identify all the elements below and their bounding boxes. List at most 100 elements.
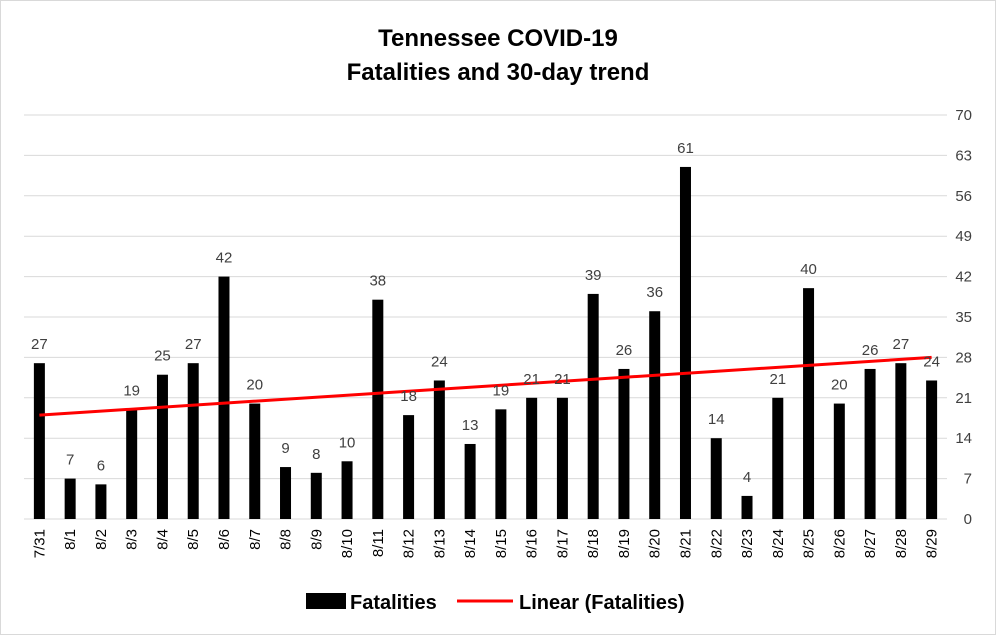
x-tick-label: 8/4 xyxy=(154,529,171,550)
data-label: 39 xyxy=(585,267,602,284)
y-tick-label: 14 xyxy=(955,430,972,447)
x-tick-label: 8/21 xyxy=(677,529,694,558)
x-tick-label: 8/15 xyxy=(493,529,510,558)
data-label: 21 xyxy=(523,371,540,388)
x-tick-label: 8/13 xyxy=(431,529,448,558)
x-tick-label: 8/17 xyxy=(554,529,571,558)
data-label: 26 xyxy=(616,342,633,359)
x-tick-label: 8/20 xyxy=(647,529,664,558)
bar xyxy=(280,467,292,519)
bar xyxy=(95,484,107,519)
data-label: 42 xyxy=(216,250,233,267)
data-label: 14 xyxy=(708,411,725,428)
data-label: 8 xyxy=(312,446,320,463)
data-label: 20 xyxy=(246,377,263,394)
bar xyxy=(803,288,815,519)
x-tick-label: 8/3 xyxy=(124,529,141,550)
bar xyxy=(864,368,876,519)
bar xyxy=(526,397,538,519)
bar xyxy=(126,409,138,519)
bar xyxy=(341,461,353,519)
x-tick-label: 8/23 xyxy=(739,529,756,558)
x-tick-label: 8/8 xyxy=(278,529,295,550)
data-label: 20 xyxy=(831,377,848,394)
x-tick-label: 8/12 xyxy=(401,529,418,558)
bar xyxy=(187,363,199,519)
x-tick-label: 8/18 xyxy=(585,529,602,558)
x-tick-label: 8/22 xyxy=(708,529,725,558)
x-tick-label: 8/11 xyxy=(370,529,387,557)
legend-label-fatalities: Fatalities xyxy=(350,592,437,614)
bar xyxy=(772,397,784,519)
x-tick-label: 8/29 xyxy=(924,529,941,558)
data-label: 4 xyxy=(743,469,751,486)
bar xyxy=(895,363,907,519)
bar xyxy=(587,293,599,519)
bar xyxy=(710,438,722,519)
y-tick-label: 49 xyxy=(955,228,972,245)
y-axis-ticks: 0 7 14 21 28 35 42 49 56 63 70 xyxy=(955,107,972,528)
bar xyxy=(833,403,845,519)
data-label: 24 xyxy=(431,353,448,370)
bar xyxy=(926,380,938,519)
data-label: 24 xyxy=(923,353,940,370)
y-tick-label: 63 xyxy=(955,147,972,164)
x-tick-label: 8/16 xyxy=(524,529,541,558)
x-tick-label: 8/14 xyxy=(462,529,479,558)
x-tick-label: 8/28 xyxy=(893,529,910,558)
data-label: 26 xyxy=(862,342,879,359)
data-label: 27 xyxy=(185,336,202,353)
x-axis-ticks: 7/31 8/1 8/2 8/3 8/4 8/5 8/6 8/7 8/8 8/9 8/10 8/11 8… xyxy=(31,529,940,558)
bar xyxy=(679,166,691,519)
data-label: 18 xyxy=(400,388,417,405)
trendline-layer xyxy=(39,355,932,417)
data-label: 19 xyxy=(123,382,140,399)
y-tick-label: 56 xyxy=(955,188,972,205)
legend-swatch-fatalities xyxy=(306,593,346,609)
x-tick-label: 8/27 xyxy=(862,529,879,558)
data-label: 10 xyxy=(339,434,356,451)
data-label: 21 xyxy=(769,371,786,388)
bar-series xyxy=(33,166,938,519)
y-tick-label: 42 xyxy=(955,269,972,286)
data-label: 19 xyxy=(493,382,510,399)
bar xyxy=(249,403,261,519)
gridlines xyxy=(24,114,947,520)
y-tick-label: 28 xyxy=(955,349,972,366)
bar xyxy=(64,478,76,519)
data-label: 25 xyxy=(154,348,171,365)
bar xyxy=(310,472,322,519)
bar xyxy=(403,415,415,519)
y-tick-label: 0 xyxy=(964,511,972,528)
x-tick-label: 8/2 xyxy=(93,529,110,550)
x-tick-label: 8/7 xyxy=(247,529,264,550)
bar xyxy=(649,311,661,519)
data-label: 7 xyxy=(66,452,74,469)
y-tick-label: 7 xyxy=(964,471,972,488)
x-tick-label: 8/9 xyxy=(308,529,325,550)
legend: Fatalities Linear (Fatalities) xyxy=(306,592,685,614)
data-label: 61 xyxy=(677,140,694,157)
bar xyxy=(556,397,568,519)
x-tick-label: 8/24 xyxy=(770,529,787,558)
x-tick-label: 8/19 xyxy=(616,529,633,558)
data-label: 27 xyxy=(893,336,910,353)
x-tick-label: 8/1 xyxy=(62,529,79,550)
y-tick-label: 21 xyxy=(955,390,972,407)
trendline xyxy=(39,355,932,417)
data-label: 9 xyxy=(281,440,289,457)
x-tick-label: 8/10 xyxy=(339,529,356,558)
data-labels: 27 7 6 19 25 27 42 20 9 8 10 38 18 24 13 19 21 21 39 26 36 61… xyxy=(31,140,940,486)
x-tick-label: 8/5 xyxy=(185,529,202,550)
y-tick-label: 70 xyxy=(955,107,972,124)
data-label: 40 xyxy=(800,261,817,278)
bar xyxy=(33,363,45,519)
data-label: 27 xyxy=(31,336,48,353)
bar xyxy=(372,299,384,519)
bar xyxy=(741,495,753,519)
bar xyxy=(495,409,507,519)
bar xyxy=(156,374,168,519)
x-tick-label: 8/6 xyxy=(216,529,233,550)
bar xyxy=(618,368,630,519)
